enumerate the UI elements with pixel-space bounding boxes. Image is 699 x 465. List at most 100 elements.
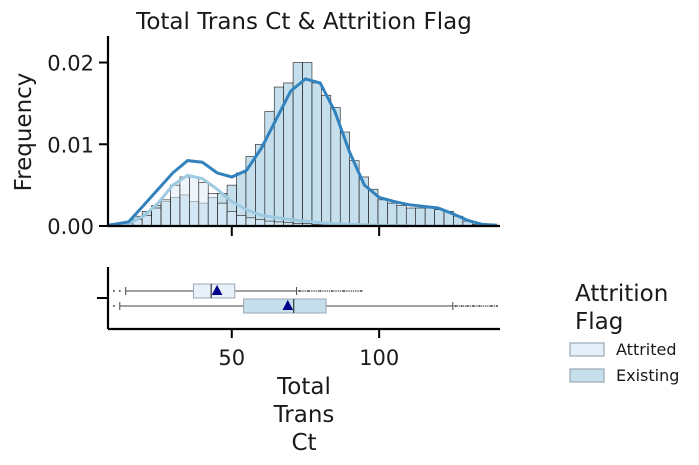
histogram-bar-attrited [217,202,228,227]
outlier-point [350,290,353,292]
histogram-bar-attrited [198,182,209,227]
outlier-point [484,305,487,307]
outlier-point [306,290,309,292]
y-tick-label: 0.00 [47,215,94,239]
histogram-bar-existing [321,94,332,227]
boxplot-panel: 50 100 Total Trans Ct [97,267,500,456]
histogram-bar-existing [311,82,322,227]
histogram-bar-existing [405,207,417,227]
outlier-point [313,290,315,292]
outlier-point [456,305,458,307]
y-tick-label: 0.02 [47,52,94,76]
outlier-point [319,290,322,292]
outlier-point [471,305,474,307]
legend-label-attrited: Attrited [616,340,677,359]
outlier-point [300,290,302,292]
outlier-point [495,305,498,307]
histogram-bar-existing [424,207,435,227]
mean-marker [282,299,294,310]
legend-title: Attrition Flag [575,281,668,335]
x-axis-label-line: Trans [273,402,335,428]
histogram-bar-existing [415,207,426,227]
legend-swatch-attrited [569,342,605,357]
outlier-point [333,290,335,292]
legend-label-existing: Existing [616,366,679,385]
outlier-point [359,290,362,292]
outlier-point [454,305,456,307]
outlier-point [322,290,324,292]
chart-title: Total Trans Ct & Attrition Flag [135,9,472,35]
histogram-bar-attrited [170,184,181,227]
outlier-point [462,305,465,307]
outlier-point [328,290,331,292]
legend-swatch-existing [569,368,605,383]
outlier-point [330,290,333,292]
kde-curve-existing [107,77,498,227]
histogram-bar-attrited [226,210,237,227]
outlier-point [112,305,115,307]
histogram-bar-attrited [189,176,200,227]
histogram-bar-attrited [179,176,190,227]
outlier-point [482,305,485,307]
mean-marker [211,284,223,295]
histogram-bar-existing [302,62,313,227]
outlier-point [489,305,491,307]
histogram-bar-attrited [151,207,162,227]
x-tick-label: 100 [359,346,399,370]
outlier-point [487,305,489,307]
outlier-point [304,290,307,292]
legend-title-line: Flag [575,309,623,335]
y-tick-label: 0.01 [47,133,94,157]
outlier-point [360,290,363,292]
y-axis-label: Frequency [11,73,37,192]
outlier-point [473,305,476,307]
histogram-bar-existing [396,205,407,227]
outlier-point [335,290,337,292]
legend: Attrition Flag Attrited Existing [569,281,679,385]
kde-curve-attrited [107,173,409,228]
outlier-point [341,290,344,292]
outlier-point [339,290,342,292]
outlier-point [467,305,469,307]
outlier-point [465,305,467,307]
outlier-point [493,305,496,307]
outlier-point [344,290,346,292]
outlier-point [476,305,478,307]
x-axis-label-line: Total [276,374,331,400]
outlier-point [469,305,472,307]
outlier-point [297,290,300,292]
x-axis-label-line: Ct [291,430,316,456]
outlier-point [317,290,320,292]
outlier-point [326,290,329,292]
legend-title-line: Attrition [575,281,668,307]
outlier-point [118,290,121,292]
x-axis-label: Total Trans Ct [273,374,335,456]
outlier-point [458,305,461,307]
outlier-point [460,305,463,307]
outlier-point [357,290,359,292]
outlier-point [112,290,115,292]
outlier-point [491,305,494,307]
outlier-point [337,290,340,292]
outlier-point [480,305,483,307]
outlier-point [346,290,348,292]
histogram-bar-attrited [160,199,171,227]
outlier-point [478,305,480,307]
x-tick-label: 50 [218,346,245,370]
histogram-bar-attrited [236,215,247,227]
outlier-point [311,290,313,292]
outlier-point [352,290,355,292]
histogram-panel: Total Trans Ct & Attrition Flag Frequency… [11,9,500,239]
outlier-point [308,290,311,292]
outlier-point [324,290,326,292]
histogram-bar-attrited [245,217,256,227]
histogram-bar-existing [377,199,388,227]
histogram-bar-existing [387,202,398,227]
outlier-point [355,290,357,292]
outlier-point [315,290,318,292]
histogram-bar-attrited [207,193,218,227]
outlier-point [348,290,351,292]
outlier-point [302,290,304,292]
histogram-bar-existing [434,209,445,227]
